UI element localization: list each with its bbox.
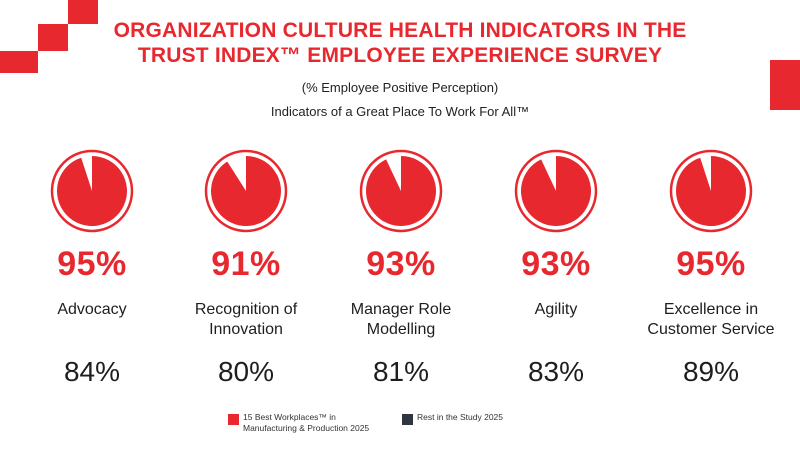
- legend-rest-line-1: Rest in the Study 2025: [417, 412, 504, 422]
- category-label-3: Manager Role Modelling: [326, 300, 476, 340]
- chart-title: ORGANIZATION CULTURE HEALTH INDICATORS I…: [0, 18, 800, 68]
- subtitle: (% Employee Positive Perception): [301, 80, 499, 95]
- title-line-2: TRUST INDEX™ EMPLOYEE EXPERIENCE SURVEY: [137, 44, 663, 67]
- category-label-2: Recognition of Innovation: [171, 300, 321, 340]
- pie-slice-4: [521, 156, 592, 226]
- pie-row: [50, 149, 753, 233]
- legend-swatch-best: [228, 414, 239, 425]
- category-label-4: Agility: [481, 300, 631, 320]
- category-label-1: Advocacy: [17, 300, 167, 320]
- decor-square-middle: [38, 24, 68, 51]
- category-label-line-1: Manager Role: [350, 301, 452, 318]
- category-label-line-2: Innovation: [209, 321, 283, 338]
- category-label-line-2: Customer Service: [647, 321, 775, 338]
- category-label-line-1: Recognition of: [194, 301, 298, 318]
- pie-slice-1: [56, 156, 127, 226]
- legend-entry-best: 15 Best Workplaces™ in Manufacturing & P…: [243, 412, 369, 434]
- decor-square-bottom: [0, 51, 38, 73]
- decor-square-right: [770, 60, 800, 110]
- pct-label-1: 95%: [57, 245, 127, 283]
- rest-label-5: 89%: [682, 356, 740, 387]
- pie-ring-2: [204, 149, 288, 233]
- pct-label-2: 91%: [211, 245, 281, 283]
- pie-ring-3: [359, 149, 443, 233]
- rest-label-3: 81%: [372, 356, 430, 387]
- pie-slice-3: [366, 156, 437, 226]
- pct-label-4: 93%: [521, 245, 591, 283]
- category-label-line-1: Advocacy: [57, 301, 127, 318]
- subtitle-2: Indicators of a Great Place To Work For …: [270, 104, 530, 119]
- rest-label-1: 84%: [63, 356, 121, 387]
- decor-square-top: [68, 0, 98, 24]
- category-label-5: Excellence in Customer Service: [636, 300, 786, 340]
- legend-entry-rest: Rest in the Study 2025: [417, 412, 503, 423]
- category-label-line-1: Excellence in: [663, 301, 759, 318]
- rest-label-4: 83%: [527, 356, 585, 387]
- title-line-1: ORGANIZATION CULTURE HEALTH INDICATORS I…: [113, 19, 687, 42]
- pie-slice-5: [675, 156, 746, 226]
- category-label-line-1: Agility: [534, 301, 578, 318]
- pie-ring-1: [50, 149, 134, 233]
- pct-label-5: 95%: [676, 245, 746, 283]
- legend-best-line-1: 15 Best Workplaces™ in: [243, 412, 336, 422]
- legend-best-line-2: Manufacturing & Production 2025: [243, 423, 370, 433]
- legend-swatch-rest: [402, 414, 413, 425]
- pct-label-3: 93%: [366, 245, 436, 283]
- pie-ring-4: [514, 149, 598, 233]
- rest-label-2: 80%: [217, 356, 275, 387]
- pie-ring-5: [669, 149, 753, 233]
- pie-slice-2: [211, 156, 282, 226]
- category-label-line-2: Modelling: [366, 321, 436, 338]
